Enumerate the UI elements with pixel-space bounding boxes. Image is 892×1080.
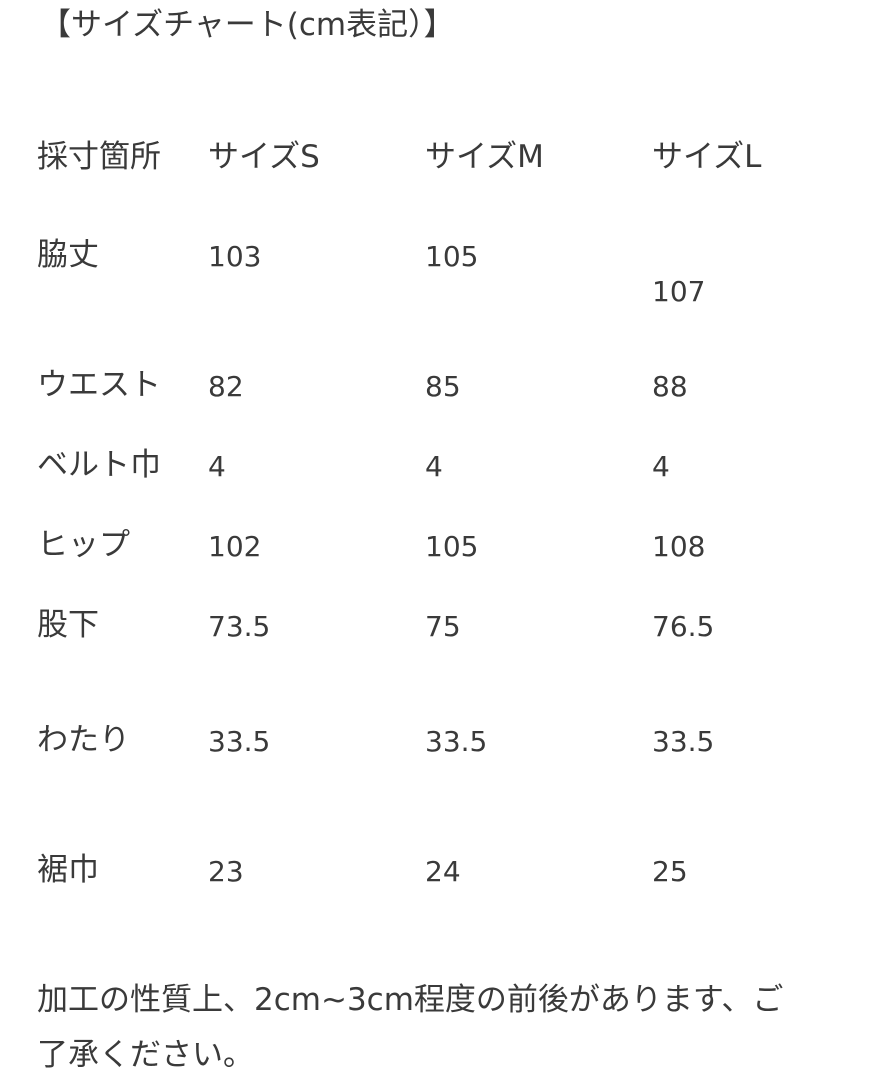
cell: 33.5 xyxy=(208,725,271,758)
cell: 25 xyxy=(652,855,688,888)
row-label: ベルト巾 xyxy=(37,447,161,483)
cell: 102 xyxy=(208,530,262,563)
cell: 103 xyxy=(208,240,262,273)
column-header: サイズL xyxy=(652,139,762,175)
note-line: 了承ください。 xyxy=(37,1037,254,1073)
row-label: 股下 xyxy=(37,607,99,643)
row-label: 裾巾 xyxy=(37,852,99,888)
cell: 33.5 xyxy=(425,725,488,758)
cell: 105 xyxy=(425,530,479,563)
cell: 76.5 xyxy=(652,610,715,643)
row-label: 脇丈 xyxy=(37,237,99,273)
cell: 33.5 xyxy=(652,725,715,758)
cell: 4 xyxy=(652,450,670,483)
cell: 105 xyxy=(425,240,479,273)
cell: 107 xyxy=(652,275,706,308)
cell: 88 xyxy=(652,370,688,403)
cell: 23 xyxy=(208,855,244,888)
cell: 82 xyxy=(208,370,244,403)
cell: 108 xyxy=(652,530,706,563)
column-header: 採寸箇所 xyxy=(37,139,161,175)
cell: 85 xyxy=(425,370,461,403)
cell: 75 xyxy=(425,610,461,643)
cell: 4 xyxy=(208,450,226,483)
cell: 24 xyxy=(425,855,461,888)
column-header: サイズM xyxy=(425,139,544,175)
row-label: ヒップ xyxy=(37,527,130,563)
cell: 4 xyxy=(425,450,443,483)
column-header: サイズS xyxy=(208,139,320,175)
note-line: 加工の性質上、2cm~3cm程度の前後があります、ご xyxy=(37,982,784,1018)
cell: 73.5 xyxy=(208,610,271,643)
row-label: ウエスト xyxy=(37,367,161,403)
title: 【サイズチャート(cm表記）】 xyxy=(40,7,455,43)
row-label: わたり xyxy=(37,722,130,758)
